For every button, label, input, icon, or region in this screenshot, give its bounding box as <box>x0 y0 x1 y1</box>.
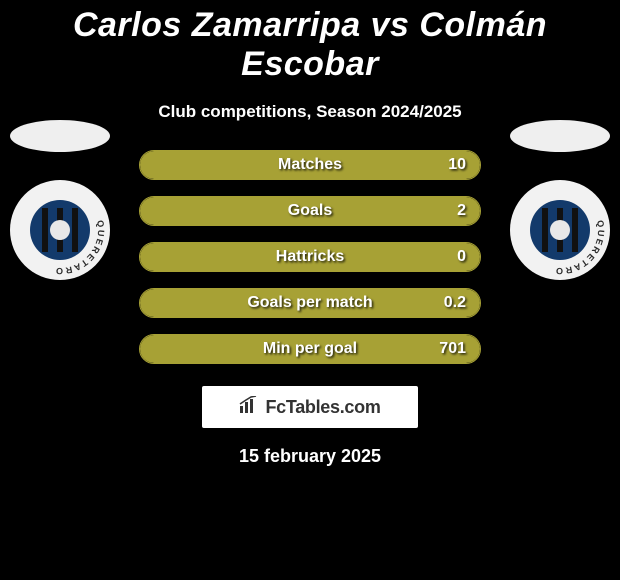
stat-bar: Hattricks 0 <box>139 242 481 272</box>
comparison-date: 15 february 2025 <box>0 446 620 467</box>
stat-bars-container: Matches 10 Goals 2 Hattricks 0 Goals per match… <box>139 150 481 364</box>
stat-bar: Min per goal 701 <box>139 334 481 364</box>
stat-bar-value: 0 <box>457 248 466 266</box>
club-badge-left: QUERETARO <box>10 180 110 280</box>
player-right-avatar-ellipse <box>510 120 610 152</box>
stat-bar: Matches 10 <box>139 150 481 180</box>
stat-bar-label: Goals per match <box>247 294 372 312</box>
bar-chart-icon <box>239 396 259 419</box>
stat-bar-label: Min per goal <box>263 340 357 358</box>
stat-bar-value: 0.2 <box>444 294 466 312</box>
stat-bar-value: 2 <box>457 202 466 220</box>
queretaro-crest-icon: QUERETARO <box>510 180 610 280</box>
comparison-title: Carlos Zamarripa vs Colmán Escobar <box>0 0 620 84</box>
stat-bar-value: 701 <box>439 340 466 358</box>
competition-subtitle: Club competitions, Season 2024/2025 <box>0 102 620 122</box>
player-left-panel: QUERETARO <box>0 120 120 280</box>
club-badge-right: QUERETARO <box>510 180 610 280</box>
stat-bar-label: Hattricks <box>276 248 344 266</box>
stat-bar: Goals per match 0.2 <box>139 288 481 318</box>
queretaro-crest-icon: QUERETARO <box>10 180 110 280</box>
player-left-avatar-ellipse <box>10 120 110 152</box>
stat-bar-label: Goals <box>288 202 332 220</box>
fctables-watermark: FcTables.com <box>202 386 418 428</box>
player-right-panel: QUERETARO <box>500 120 620 280</box>
stat-bar-value: 10 <box>448 156 466 174</box>
stat-bar-label: Matches <box>278 156 342 174</box>
fctables-watermark-text: FcTables.com <box>265 397 380 418</box>
stat-bar: Goals 2 <box>139 196 481 226</box>
